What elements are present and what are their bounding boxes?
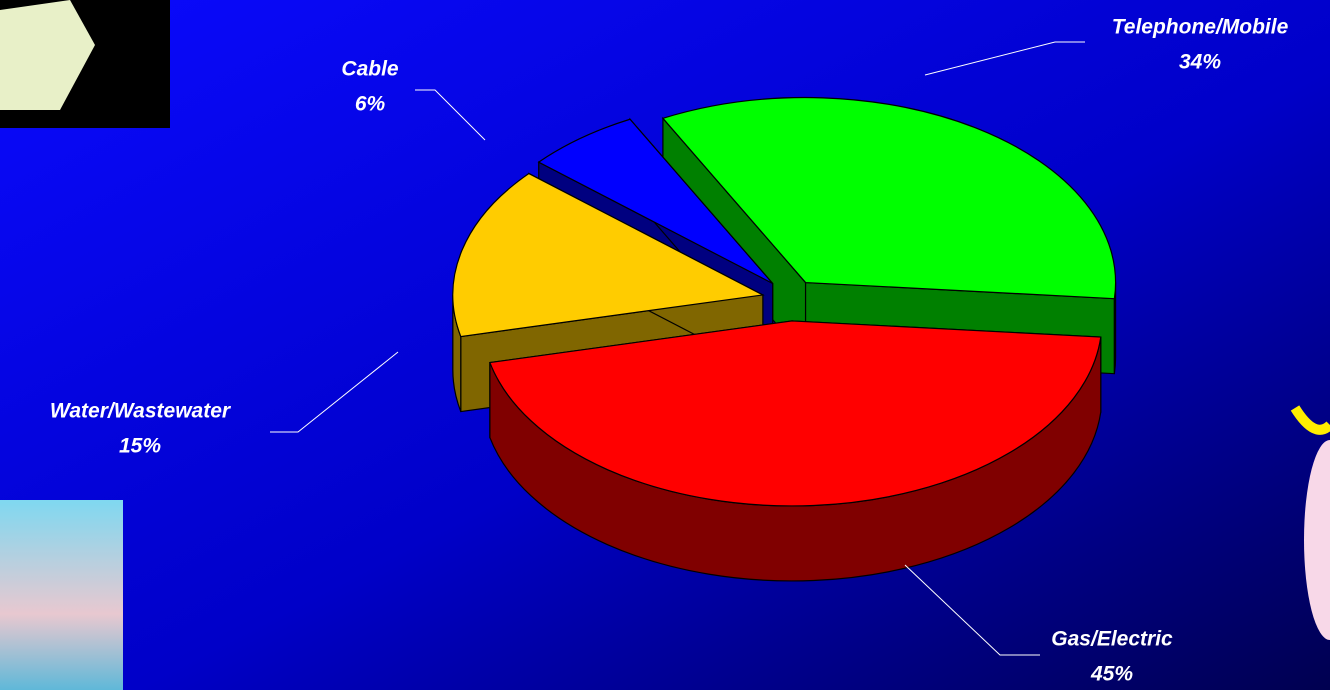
value-label: 45% xyxy=(1090,663,1133,686)
decor-shape xyxy=(0,0,95,110)
value-label: 34% xyxy=(1179,51,1221,74)
category-label: Telephone/Mobile xyxy=(1112,16,1289,39)
pie xyxy=(452,96,1117,582)
slice xyxy=(489,320,1102,507)
category-label: Water/Wastewater xyxy=(50,400,232,423)
leader-line xyxy=(415,89,486,141)
decor-image xyxy=(0,500,123,690)
slice xyxy=(661,96,1117,300)
leader-line xyxy=(904,564,1040,656)
slice xyxy=(537,118,774,285)
slice xyxy=(452,172,765,338)
leader-line xyxy=(924,41,1085,76)
category-label: Gas/Electric xyxy=(1051,628,1173,651)
decor-shape xyxy=(1290,405,1330,435)
value-label: 6% xyxy=(355,93,386,116)
decor-shape xyxy=(1304,440,1330,640)
value-label: 15% xyxy=(119,435,161,458)
category-label: Cable xyxy=(341,58,399,81)
leader-line xyxy=(270,351,399,433)
